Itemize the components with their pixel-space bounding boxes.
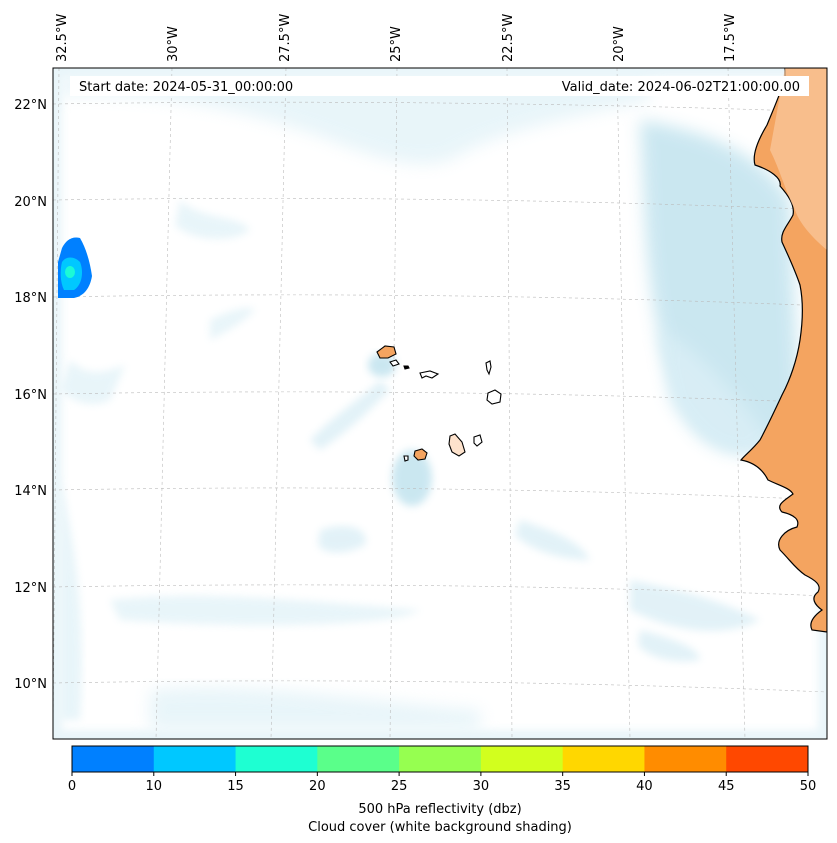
- colorbar-tick-label-8: 45: [718, 779, 735, 794]
- gridline-lon-25w: [389, 68, 398, 739]
- gridline-lat-10n: [53, 680, 827, 693]
- lat-label-16n: 16°N: [14, 388, 47, 403]
- gridline-lon-27.5w: [270, 68, 287, 739]
- cloud-cover-shading: [53, 68, 827, 739]
- map-frame: [52, 67, 828, 740]
- colorbar-segment-5: [480, 746, 564, 772]
- colorbar-tick-label-0: 0: [68, 779, 76, 794]
- island-sal: [485, 360, 492, 376]
- colorbar-tick-label-4: 25: [391, 779, 408, 794]
- colorbar-tick-label-7: 40: [636, 779, 653, 794]
- lat-label-14n: 14°N: [14, 484, 47, 499]
- colorbar-segment-1: [153, 746, 237, 772]
- colorbar-ticks: 0 10 15 20 25 30 35 40 45 50: [68, 772, 816, 794]
- gridline-lon-17.5w: [727, 68, 746, 739]
- colorbar-tick-label-3: 20: [309, 779, 326, 794]
- latitude-labels: 22°N 20°N 18°N 16°N 14°N 12°N 10°N: [14, 98, 47, 692]
- lon-label-20w: 20°W: [612, 26, 627, 62]
- gridline-lon-22.5w: [506, 68, 513, 739]
- colorbar-tick-label-9: 50: [800, 779, 817, 794]
- cape-verde-islands: [376, 345, 502, 462]
- gridline-lat-14n: [53, 487, 827, 501]
- lon-label-22.5w: 22.5°W: [501, 14, 516, 62]
- island-sao-vicente: [389, 359, 400, 367]
- lat-label-22n: 22°N: [14, 98, 47, 113]
- colorbar-segment-2: [235, 746, 318, 772]
- lon-label-25w: 25°W: [389, 26, 404, 62]
- africa-north-shading: [770, 68, 827, 250]
- lat-label-10n: 10°N: [14, 677, 47, 692]
- graticule: [53, 68, 827, 739]
- lon-label-27.5w: 27.5°W: [278, 14, 293, 62]
- colorbar-segment-4: [399, 746, 482, 772]
- gridline-lat-12n: [53, 584, 827, 597]
- colorbar-tick-label-6: 35: [554, 779, 571, 794]
- colorbar: 0 10 15 20 25 30 35 40 45 50 500 hPa reflectivity…: [68, 745, 816, 835]
- lon-label-17.5w: 17.5°W: [723, 14, 738, 62]
- colorbar-tick-label-2: 15: [227, 779, 244, 794]
- colorbar-segment-3: [317, 746, 400, 772]
- colorbar-segment-8: [726, 746, 809, 772]
- lon-label-32.5w: 32.5°W: [55, 14, 70, 62]
- colorbar-segments: [72, 746, 809, 772]
- colorbar-label-line1: 500 hPa reflectivity (dbz): [358, 802, 521, 817]
- island-santiago: [448, 433, 466, 457]
- island-sao-nicolau: [419, 370, 440, 379]
- island-santa-luzia: [403, 365, 410, 370]
- date-info-box: [70, 76, 809, 96]
- lat-label-20n: 20°N: [14, 195, 47, 210]
- island-fogo: [413, 448, 428, 461]
- colorbar-segment-7: [644, 746, 727, 772]
- lon-label-30w: 30°W: [166, 26, 181, 62]
- colorbar-segment-0: [72, 746, 155, 772]
- start-date-label: Start date: 2024-05-31_00:00:00: [79, 80, 293, 95]
- colorbar-frame: [71, 745, 809, 773]
- valid-date-label: Valid_date: 2024-06-02T21:00:00.00: [562, 80, 800, 95]
- colorbar-segment-6: [562, 746, 645, 772]
- island-brava: [403, 455, 409, 462]
- island-santo-antao: [376, 345, 397, 359]
- island-boa-vista: [486, 389, 502, 405]
- lat-label-12n: 12°N: [14, 581, 47, 596]
- gridline-lat-18n: [53, 294, 827, 307]
- island-maio: [473, 434, 483, 447]
- gridline-lon-32.5w: [53, 68, 60, 739]
- gridline-lat-16n: [53, 391, 827, 404]
- gridline-lat-22n: [53, 101, 827, 113]
- gridline-lon-20w: [616, 68, 631, 739]
- colorbar-tick-label-5: 30: [473, 779, 490, 794]
- colorbar-tick-label-1: 10: [146, 779, 163, 794]
- map-area: Start date: 2024-05-31_00:00:00 Valid_da…: [53, 68, 827, 739]
- longitude-labels: 32.5°W 30°W 27.5°W 25°W 22.5°W 20°W 17.5…: [55, 14, 738, 62]
- lat-label-18n: 18°N: [14, 291, 47, 306]
- reflectivity-cell: [58, 237, 92, 298]
- colorbar-label-line2: Cloud cover (white background shading): [308, 820, 572, 835]
- gridline-lat-20n: [53, 198, 827, 211]
- gridline-lon-30w: [155, 68, 173, 739]
